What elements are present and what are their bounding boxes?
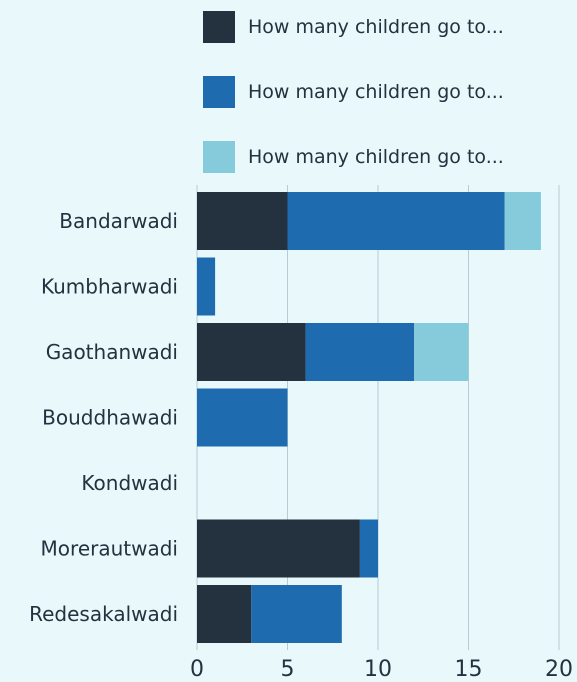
bar-bandarwadi-series-2[interactable]: [287, 192, 505, 250]
bar-gaothanwadi-series-3[interactable]: [414, 323, 469, 381]
bar-gaothanwadi-series-1[interactable]: [197, 323, 306, 381]
bar-morerautwadi-series-1[interactable]: [197, 519, 360, 578]
bar-bandarwadi-series-3[interactable]: [504, 192, 541, 250]
bar-redesakalwadi-series-2[interactable]: [251, 585, 342, 643]
bar-redesakalwadi-series-1[interactable]: [197, 585, 252, 643]
bars: [197, 192, 541, 643]
category-label-bouddhawadi: Bouddhawadi: [42, 406, 178, 430]
x-tick-label-15: 15: [455, 657, 483, 682]
legend-label-series-3: How many children go to...: [248, 146, 504, 168]
category-label-morerautwadi: Morerautwadi: [41, 537, 178, 561]
bar-morerautwadi-series-2[interactable]: [359, 519, 378, 578]
x-tick-label-5: 5: [281, 657, 295, 682]
legend-swatch-series-1: [203, 11, 235, 43]
category-label-bandarwadi: Bandarwadi: [59, 209, 178, 233]
legend-item-series-2[interactable]: How many children go to...: [203, 76, 577, 108]
bar-gaothanwadi-series-2[interactable]: [305, 323, 415, 381]
bar-kumbharwadi-series-2[interactable]: [197, 257, 216, 316]
legend-swatch-series-3: [203, 141, 235, 173]
legend-item-series-3[interactable]: How many children go to...: [203, 141, 577, 173]
x-tick-label-10: 10: [364, 657, 392, 682]
legend-item-series-1[interactable]: How many children go to...: [203, 11, 577, 43]
legend-label-series-1: How many children go to...: [248, 16, 504, 38]
bar-bandarwadi-series-1[interactable]: [197, 192, 288, 250]
legend-swatch-series-2: [203, 76, 235, 108]
x-tick-label-0: 0: [190, 657, 204, 682]
bar-bouddhawadi-series-2[interactable]: [197, 388, 288, 447]
category-label-redesakalwadi: Redesakalwadi: [29, 602, 178, 626]
category-label-gaothanwadi: Gaothanwadi: [46, 340, 178, 364]
category-label-kumbharwadi: Kumbharwadi: [41, 275, 178, 299]
legend: How many children go to... How many chil…: [203, 11, 577, 173]
category-label-kondwadi: Kondwadi: [81, 471, 178, 495]
legend-label-series-2: How many children go to...: [248, 81, 504, 103]
x-tick-label-20: 20: [545, 657, 573, 682]
x-axis-ticks: 0 5 10 15 20: [190, 657, 573, 682]
category-labels: Bandarwadi Kumbharwadi Gaothanwadi Bouddhaw…: [29, 209, 178, 626]
